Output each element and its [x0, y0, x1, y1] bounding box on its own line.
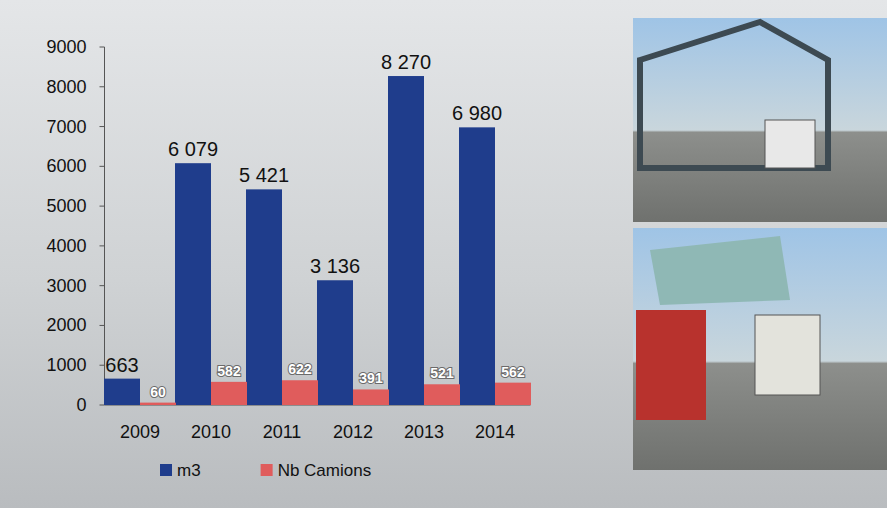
bar [388, 76, 424, 405]
legend-swatch [160, 464, 172, 476]
data-label: 562 [501, 364, 525, 380]
chart: 0 1000 2000 3000 4000 5000 6000 7000 8000 9000 200… [0, 0, 887, 508]
x-tick-label: 2009 [120, 422, 160, 442]
bar [424, 384, 460, 405]
legend-label: Nb Camions [278, 461, 372, 480]
x-tick-label: 2010 [191, 422, 231, 442]
y-tick-label: 4000 [46, 236, 86, 256]
data-label: 6 980 [452, 102, 502, 124]
y-tick [100, 206, 105, 207]
x-tick-label: 2011 [263, 422, 302, 442]
y-tick-label: 9000 [46, 37, 86, 57]
y-tick [100, 405, 105, 406]
bar [175, 163, 211, 405]
bar [282, 380, 318, 405]
y-tick [100, 86, 105, 87]
photo [633, 228, 887, 470]
data-label: 60 [150, 384, 166, 400]
y-tick-label: 3000 [46, 276, 86, 296]
bar [317, 280, 353, 405]
bar [495, 383, 531, 405]
y-tick-label: 5000 [46, 196, 86, 216]
legend-label: m3 [177, 461, 201, 480]
bar [104, 379, 140, 405]
x-tick-label: 2013 [404, 422, 444, 442]
data-label: 3 136 [310, 255, 360, 277]
legend-swatch [261, 464, 273, 476]
legend: m3 Nb Camions [160, 461, 371, 480]
y-tick-label: 0 [76, 395, 86, 415]
photo [633, 18, 887, 222]
data-label: 663 [105, 354, 138, 376]
bar [211, 382, 247, 405]
data-label: 582 [217, 363, 241, 379]
photo-truck [765, 120, 815, 168]
y-tick-label: 2000 [46, 315, 86, 335]
bar [353, 389, 389, 405]
background [0, 0, 887, 508]
y-axis: 0 1000 2000 3000 4000 5000 6000 7000 8000 9000 [46, 37, 530, 415]
y-tick [100, 325, 105, 326]
bar [246, 189, 282, 405]
y-tick [100, 245, 105, 246]
y-tick [100, 47, 105, 48]
data-label: 6 079 [168, 138, 218, 160]
y-tick [100, 285, 105, 286]
bar [140, 403, 176, 405]
data-label: 5 421 [239, 164, 289, 186]
x-tick-label: 2014 [475, 422, 515, 442]
y-tick [100, 126, 105, 127]
photo-roof [650, 236, 790, 305]
y-tick [100, 365, 105, 366]
data-label: 622 [288, 361, 312, 377]
bar [459, 127, 495, 405]
data-labels: 663 6 079 5 421 3 136 8 270 6 980 60 582 622 391 5… [105, 51, 525, 400]
y-tick-label: 8000 [46, 77, 86, 97]
data-label: 8 270 [381, 51, 431, 73]
photo-shed [640, 22, 828, 168]
data-label: 391 [359, 370, 383, 386]
photo-booth [636, 310, 706, 420]
data-label: 521 [430, 365, 454, 381]
bars [104, 76, 531, 405]
photo-truck [755, 315, 820, 395]
y-tick [100, 166, 105, 167]
y-axis-line [104, 47, 105, 405]
x-tick-label: 2012 [333, 422, 373, 442]
y-tick-label: 6000 [46, 156, 86, 176]
y-tick-label: 7000 [46, 117, 86, 137]
y-tick-label: 1000 [46, 355, 86, 375]
